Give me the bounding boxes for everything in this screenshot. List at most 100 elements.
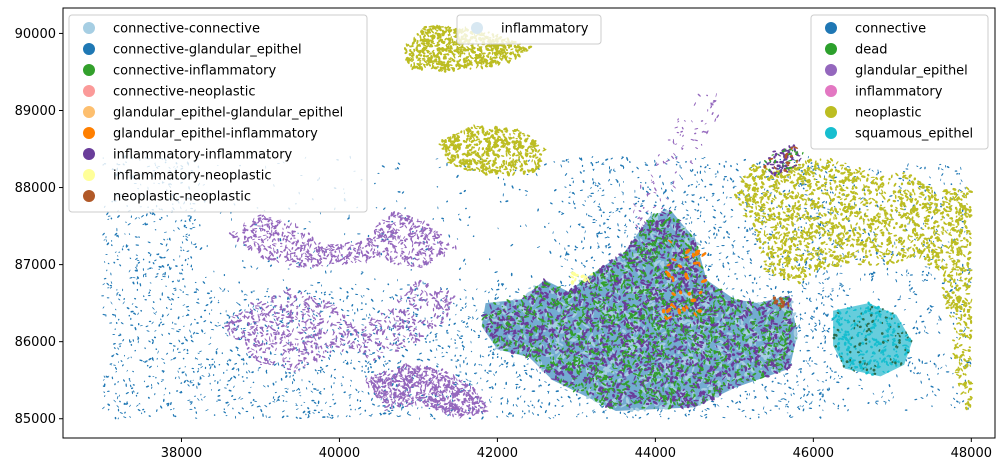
connective-cells-mark <box>193 395 197 397</box>
connective-cells-mark <box>799 313 802 316</box>
connective-cells-mark <box>271 324 273 327</box>
connective-cells-mark <box>695 158 697 160</box>
connective-cells-mark <box>798 368 801 371</box>
connective-cells-mark <box>660 409 663 413</box>
connective-cells-mark <box>231 395 234 397</box>
connective-cells-mark <box>194 406 196 409</box>
glandular-cells-1-mark <box>297 359 303 362</box>
connective-cells-mark <box>105 239 107 243</box>
connective-cells-mark <box>190 382 194 384</box>
connective-cells-mark <box>361 318 365 320</box>
connective-cells-mark <box>370 366 372 369</box>
connective-cells-mark <box>142 223 145 226</box>
connective-cells-mark <box>226 320 229 323</box>
connective-cells-mark <box>581 262 583 265</box>
connective-cells-mark <box>634 189 636 193</box>
connective-cells-mark <box>313 409 317 412</box>
connective-cells-mark <box>805 222 807 224</box>
connective-cells-mark <box>560 396 563 399</box>
connective-cells-mark <box>662 181 664 186</box>
connective-cells-mark <box>395 308 397 311</box>
connective-cells-mark <box>330 374 333 378</box>
connective-cells-mark <box>821 330 825 333</box>
connective-cells-mark <box>306 292 309 295</box>
connective-cells-mark <box>248 355 251 359</box>
connective-cells-mark <box>590 195 592 197</box>
connective-cells-mark <box>430 316 433 319</box>
connective-cells-mark <box>753 390 755 392</box>
connective-cells-mark <box>313 250 316 254</box>
connective-cells-mark <box>171 280 174 283</box>
connective-cells-mark <box>139 359 143 362</box>
connective-cells-mark <box>597 231 601 235</box>
connective-cells-mark <box>342 376 344 379</box>
connective-cells-mark <box>316 281 321 284</box>
connective-cells-mark <box>577 223 581 225</box>
connective-cells-mark <box>232 367 235 370</box>
connective-cells-mark <box>780 383 782 385</box>
connective-cells-mark <box>808 267 811 270</box>
connective-cells-mark <box>328 293 331 296</box>
connective-cells-mark <box>748 274 752 277</box>
connective-cells-mark <box>176 390 179 392</box>
connective-cells-mark <box>123 416 127 419</box>
connective-cells-mark <box>284 387 288 390</box>
connective-cells-mark <box>462 347 465 351</box>
connective-cells-mark <box>597 247 600 249</box>
connective-cells-mark <box>113 261 116 264</box>
connective-cells-mark <box>404 348 409 352</box>
connective-cells-mark <box>717 229 720 232</box>
connective-cells-mark <box>242 327 246 330</box>
connective-cells-mark <box>446 200 449 203</box>
connective-cells-mark <box>298 391 301 394</box>
connective-cells-mark <box>807 155 809 159</box>
connective-cells-mark <box>367 367 369 369</box>
connective-cells-mark <box>749 297 751 302</box>
connective-cells-mark <box>267 301 269 304</box>
connective-cells-mark <box>174 415 177 418</box>
connective-cells-mark <box>556 398 560 402</box>
connective-cells-mark <box>438 166 442 169</box>
connective-cells-mark <box>737 408 741 410</box>
connective-cells-mark <box>477 334 481 337</box>
connective-cells-mark <box>377 310 380 314</box>
connective-cells-mark <box>151 321 154 325</box>
connective-cells-mark <box>618 210 621 213</box>
connective-cells-mark <box>693 407 696 409</box>
connective-cells-mark <box>114 251 117 253</box>
connective-cells-mark <box>285 390 288 394</box>
connective-cells-mark <box>747 252 749 255</box>
connective-cells-mark <box>756 240 759 242</box>
connective-cells-mark <box>213 270 215 273</box>
connective-cells-mark <box>187 313 190 316</box>
connective-cells-mark <box>750 166 753 169</box>
connective-cells-mark <box>185 338 188 342</box>
connective-cells-mark <box>285 286 288 290</box>
connective-cells-mark <box>312 335 314 338</box>
connective-cells-mark <box>348 415 351 418</box>
connective-cells-mark <box>609 170 611 174</box>
connective-cells-mark <box>574 248 577 251</box>
connective-cells-mark <box>274 391 277 394</box>
connective-cells-mark <box>175 220 177 223</box>
connective-cells-mark <box>560 387 562 389</box>
connective-cells-mark <box>722 191 725 194</box>
connective-cells-mark <box>396 200 398 203</box>
connective-cells-mark <box>195 246 198 248</box>
connective-cells-mark <box>311 399 315 402</box>
connective-cells-mark <box>479 330 482 333</box>
connective-cells-mark <box>371 397 373 401</box>
connective-cells-mark <box>209 321 213 324</box>
connective-cells-mark <box>761 383 764 386</box>
connective-cells-mark <box>773 215 777 218</box>
connective-cells-mark <box>137 323 140 326</box>
connective-cells-mark <box>124 233 126 235</box>
connective-cells-mark <box>136 288 139 291</box>
connective-cells-mark <box>500 363 504 366</box>
connective-cells-mark <box>530 275 533 279</box>
connective-cells-mark <box>765 412 768 415</box>
connective-cells-mark <box>183 336 186 339</box>
connective-cells-mark <box>581 240 583 243</box>
connective-cells-mark <box>597 189 599 192</box>
connective-cells-mark <box>541 401 543 404</box>
